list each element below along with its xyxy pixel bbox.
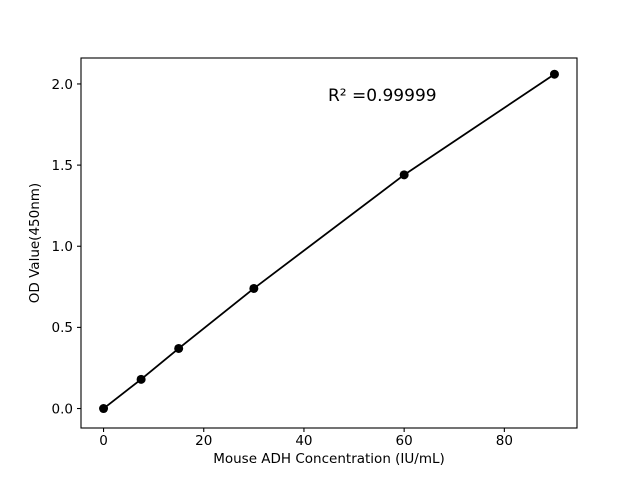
plot-area xyxy=(80,57,578,429)
data-point-marker xyxy=(136,374,146,384)
data-point-marker xyxy=(249,283,259,293)
data-point-marker xyxy=(99,404,109,414)
y-tick-label: 1.5 xyxy=(52,158,73,174)
x-tick-label: 0 xyxy=(99,433,108,449)
r-squared-annotation: R² =0.99999 xyxy=(328,86,437,106)
x-tick-label: 20 xyxy=(195,433,212,449)
y-axis-label: OD Value(450nm) xyxy=(27,182,43,304)
data-point-marker xyxy=(174,343,184,353)
x-tick-label: 40 xyxy=(295,433,312,449)
x-tick-label: 80 xyxy=(496,433,513,449)
y-tick-label: 1.0 xyxy=(52,239,73,255)
x-tick-label: 60 xyxy=(396,433,413,449)
y-tick-label: 2.0 xyxy=(52,77,73,93)
y-tick-label: 0.0 xyxy=(52,401,73,417)
standard-curve-line xyxy=(102,73,556,410)
x-axis-label: Mouse ADH Concentration (IU/mL) xyxy=(213,451,445,467)
y-tick-label: 0.5 xyxy=(52,320,73,336)
data-point-marker xyxy=(549,69,559,79)
data-point-marker xyxy=(399,170,409,180)
